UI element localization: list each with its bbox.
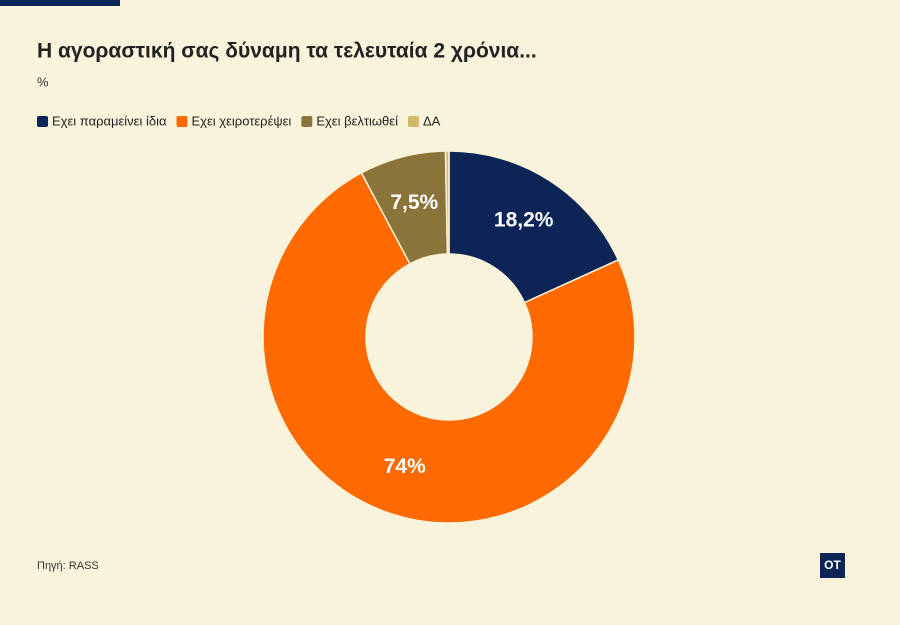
data-label: 74%	[384, 455, 426, 478]
donut-slice	[448, 150, 620, 304]
legend-label: Εχει παραμείνει ίδια	[52, 113, 167, 128]
logo: OT	[824, 558, 841, 572]
legend-label: Εχει βελτιωθεί	[316, 113, 398, 128]
chart-title: Η αγοραστική σας δύναμη τα τελευταία 2 χ…	[37, 40, 537, 63]
donut-slice	[444, 150, 450, 255]
legend-label: Εχει χειροτερέψει	[192, 113, 292, 128]
logo-box	[820, 553, 845, 578]
top-bar	[0, 0, 120, 6]
legend-label: ΔΑ	[423, 113, 441, 128]
source: Πηγή: RASS	[37, 560, 99, 572]
donut: 18,2% 74% 7,5%	[262, 150, 636, 524]
legend-swatch	[37, 116, 48, 127]
legend-swatch	[301, 116, 313, 127]
legend-swatch	[407, 116, 419, 127]
legend: Εχει παραμείνει ίδια Εχει χειροτερέψει Εχε…	[37, 113, 441, 128]
chart-subtitle: %	[37, 74, 49, 89]
legend-swatch	[176, 116, 188, 127]
data-label: 7,5%	[390, 191, 438, 214]
donut-slice	[262, 171, 636, 524]
data-label: 18,2%	[494, 208, 554, 231]
